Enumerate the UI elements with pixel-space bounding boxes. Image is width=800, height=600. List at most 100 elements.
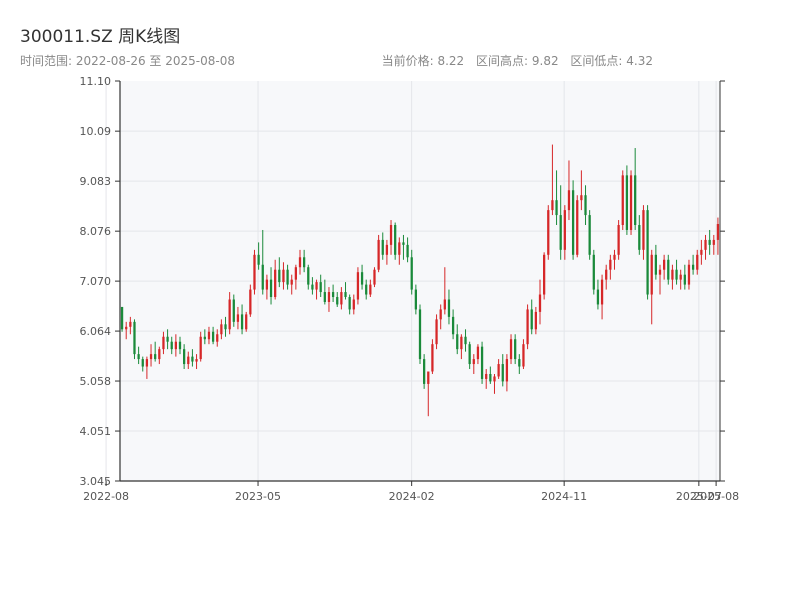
candle-body: [522, 344, 525, 367]
x-tick-label: 2025-08: [693, 490, 739, 503]
candle: [596, 279, 600, 310]
candle: [352, 294, 355, 315]
candle: [282, 262, 285, 290]
candle-body: [700, 249, 703, 255]
candle-body: [373, 269, 376, 285]
candle: [294, 264, 297, 290]
candle-body: [311, 284, 314, 290]
candle: [253, 249, 256, 295]
candle-body: [199, 336, 202, 360]
range-low-stat: 区间低点: 4.32: [570, 54, 653, 68]
candle: [249, 284, 252, 317]
candle-body: [394, 225, 397, 255]
candle-body: [170, 341, 173, 350]
candle: [559, 185, 562, 260]
candle: [456, 324, 459, 355]
axes: 3.045 4.051 5.058 6.064 7.070 8.076 9.083 10.09…: [80, 75, 740, 503]
candle-body: [220, 324, 223, 335]
candle-body: [369, 284, 372, 295]
candle: [497, 359, 500, 379]
candle-body: [236, 314, 240, 322]
candle: [480, 341, 484, 384]
candle: [125, 321, 128, 340]
candle-body: [290, 279, 293, 285]
candle-body: [183, 349, 186, 365]
candle-body: [687, 264, 691, 285]
candle: [563, 205, 566, 260]
candle-body: [261, 264, 264, 290]
candle: [141, 356, 144, 372]
candle-body: [303, 257, 306, 268]
candle: [667, 254, 670, 285]
candle: [195, 354, 198, 370]
candle: [505, 354, 509, 392]
candle: [609, 254, 612, 280]
candle-body: [596, 289, 600, 305]
candle-body: [493, 376, 496, 382]
candle: [605, 264, 608, 290]
candle-body: [621, 175, 624, 226]
candle-body: [418, 309, 422, 360]
candle: [712, 234, 715, 255]
candle-body: [600, 279, 604, 305]
candle-body: [667, 259, 670, 280]
candle: [162, 331, 165, 355]
candle: [340, 287, 343, 310]
candle: [394, 222, 397, 260]
range-high-stat: 区间高点: 9.82: [476, 54, 559, 68]
candle-body: [377, 239, 380, 270]
candle: [236, 306, 240, 330]
candle: [178, 336, 182, 355]
candle: [687, 259, 691, 290]
x-tick-label: 2023-05: [235, 490, 281, 503]
candle-body: [365, 284, 368, 295]
candle: [232, 294, 235, 327]
candle-body: [178, 341, 182, 350]
candle: [431, 339, 434, 374]
candle: [344, 282, 347, 300]
candle: [269, 267, 273, 305]
candle: [369, 279, 372, 298]
candle-body: [547, 210, 550, 255]
candle-body: [245, 314, 248, 330]
candle-body: [571, 190, 575, 255]
candle: [489, 366, 492, 384]
candle-body: [336, 297, 339, 305]
candle: [414, 284, 417, 315]
candle: [356, 267, 360, 305]
candle-body: [716, 224, 720, 240]
candle-body: [443, 299, 446, 310]
candle: [158, 346, 161, 365]
candle-body: [456, 334, 459, 350]
candle: [555, 170, 558, 226]
candle-body: [360, 272, 364, 285]
candle-body: [464, 336, 467, 345]
candle: [303, 249, 306, 273]
candle-body: [158, 349, 161, 360]
candle: [567, 160, 571, 221]
candle-body: [402, 242, 405, 245]
candle-body: [120, 306, 124, 330]
candle-body: [460, 336, 463, 350]
candle: [170, 336, 173, 355]
candle: [675, 259, 678, 285]
candle: [257, 242, 260, 270]
candle-body: [563, 210, 566, 250]
candle: [224, 316, 227, 337]
candle: [638, 215, 641, 255]
candle-body: [538, 294, 542, 312]
candle-body: [224, 324, 227, 330]
candle: [571, 180, 575, 260]
candle: [451, 309, 455, 340]
candle: [385, 239, 389, 265]
candle: [373, 267, 376, 288]
candle-body: [617, 225, 620, 255]
candle-body: [518, 359, 521, 367]
candle-body: [543, 254, 546, 295]
candle: [191, 349, 194, 367]
candle-body: [447, 299, 451, 317]
candle: [704, 234, 707, 260]
candle-body: [683, 274, 686, 285]
candle-body: [629, 175, 633, 230]
candle-body: [646, 210, 649, 295]
